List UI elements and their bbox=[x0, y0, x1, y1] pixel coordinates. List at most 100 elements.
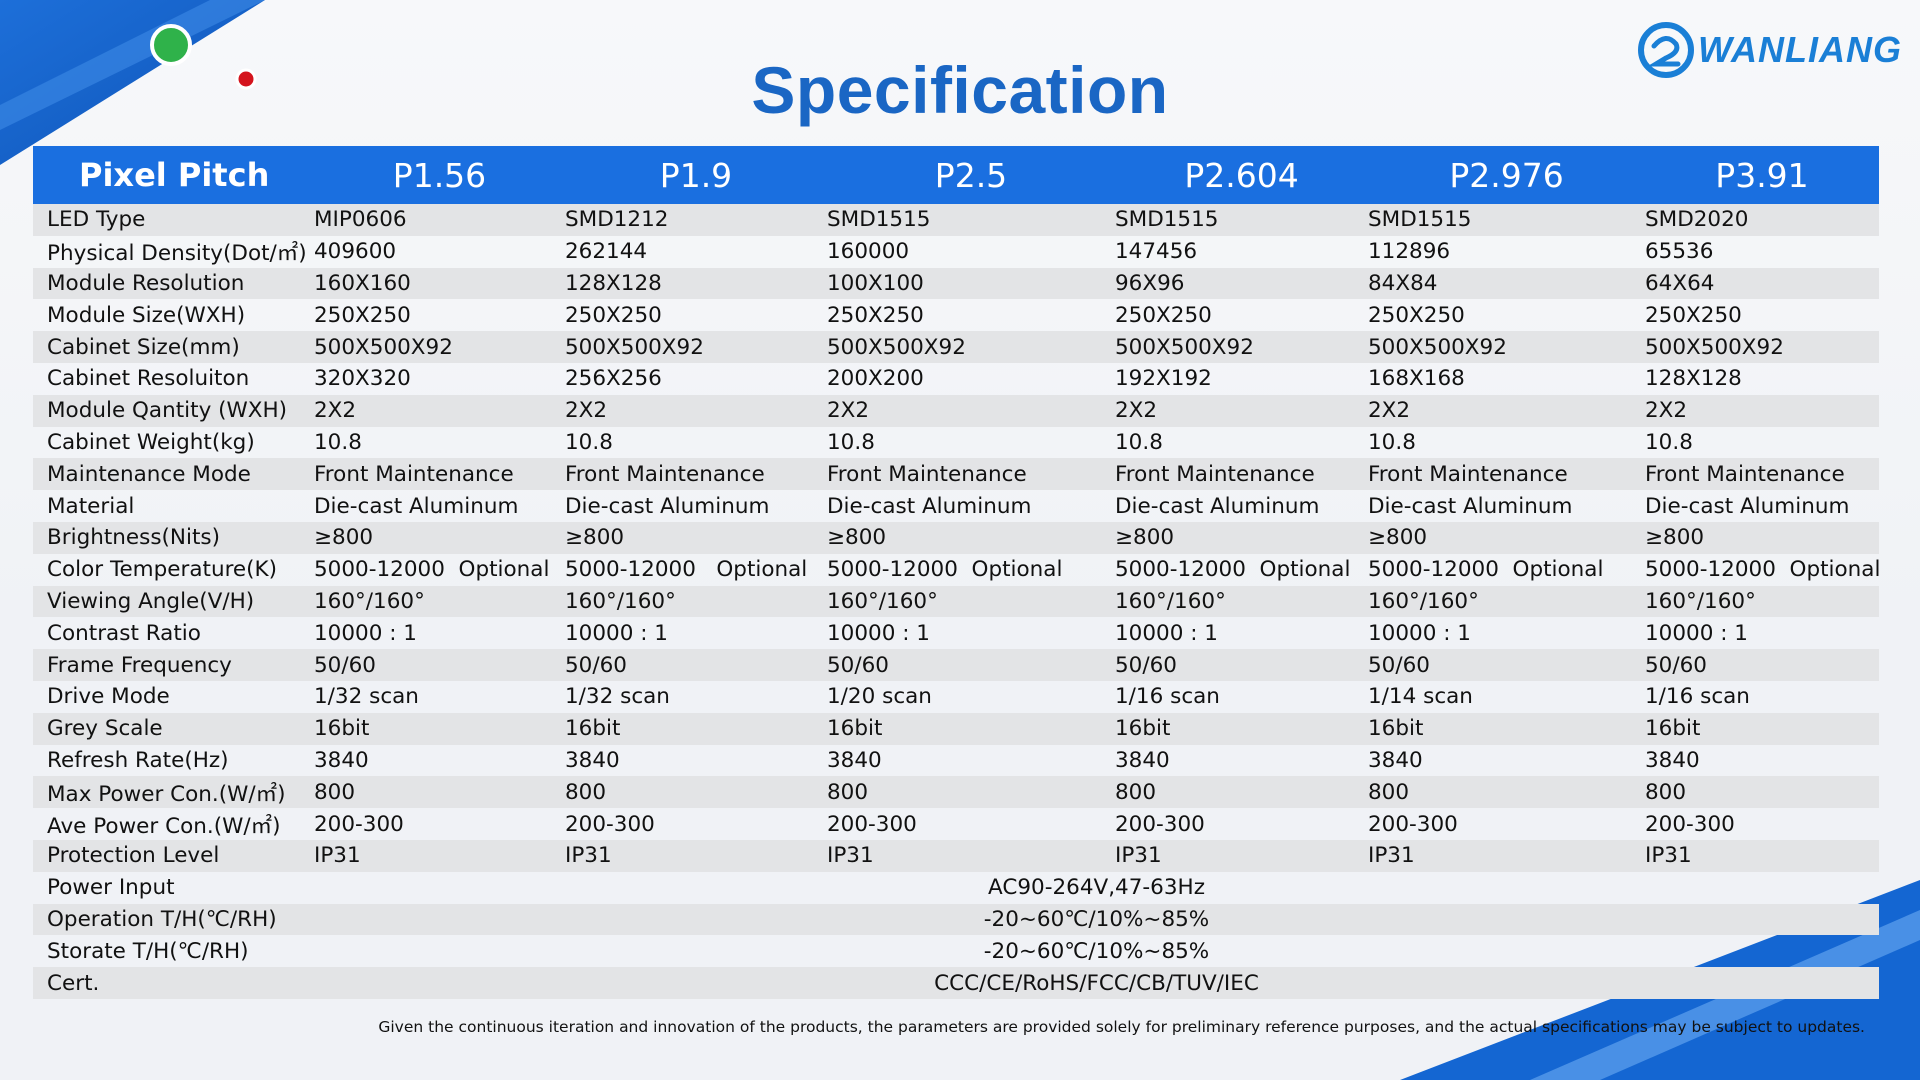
table-cell: IP31 bbox=[1368, 843, 1415, 869]
column-header: P1.56 bbox=[392, 155, 487, 195]
row-label: LED Type bbox=[47, 207, 146, 233]
row-label: Protection Level bbox=[47, 843, 220, 869]
row-label: Grey Scale bbox=[47, 716, 163, 742]
table-cell: 800 bbox=[1645, 779, 1687, 805]
table-row: Drive Mode 1/32 scan 1/32 scan 1/20 scan 1/1… bbox=[33, 681, 1879, 713]
table-cell: 1/14 scan bbox=[1368, 684, 1473, 710]
table-cell: 1/16 scan bbox=[1115, 684, 1220, 710]
table-row: Viewing Angle(V/H) 160°/160° 160°/160° 160°… bbox=[33, 585, 1879, 618]
table-cell: 409600 bbox=[314, 239, 397, 265]
row-label: Max Power Con.(W/㎡) bbox=[47, 781, 286, 807]
table-row: Cert. CCC/CE/RoHS/FCC/CB/TUV/IEC bbox=[33, 967, 1879, 999]
table-cell: 250X250 bbox=[1368, 302, 1465, 328]
table-cell: SMD1515 bbox=[1115, 207, 1219, 233]
table-row: Protection Level IP31 IP31 IP31 IP31 IP31 IP31 bbox=[33, 839, 1879, 872]
row-label: Cabinet Size(mm) bbox=[47, 334, 240, 360]
table-row: Operation T/H(℃/RH) -20~60℃/10%~85% bbox=[33, 903, 1879, 936]
table-cell: 200-300 bbox=[827, 811, 917, 837]
table-cell: 5000-12000 Optional bbox=[1645, 557, 1881, 583]
table-body: LED Type MIP0606 SMD1212 SMD1515 SMD1515 SMD1… bbox=[33, 204, 1881, 999]
table-cell: 1/32 scan bbox=[314, 684, 419, 710]
table-cell-span: AC90-264V,47-63Hz bbox=[988, 875, 1205, 901]
table-row: Frame Frequency 50/60 50/60 50/60 50/60 50/60… bbox=[33, 649, 1879, 681]
table-cell: 112896 bbox=[1368, 239, 1451, 265]
table-cell: 250X250 bbox=[565, 302, 662, 328]
table-cell: IP31 bbox=[827, 843, 874, 869]
table-cell: IP31 bbox=[565, 843, 612, 869]
table-row: Cabinet Resoluiton 320X320 256X256 200X200 1… bbox=[33, 363, 1879, 395]
table-cell: 200-300 bbox=[1115, 811, 1205, 837]
table-row: Ave Power Con.(W/㎡) 200-300 200-300 200-300… bbox=[33, 808, 1879, 840]
table-cell: 500X500X92 bbox=[827, 334, 966, 360]
table-row: LED Type MIP0606 SMD1212 SMD1515 SMD1515 SMD1… bbox=[33, 204, 1879, 236]
row-label: Frame Frequency bbox=[47, 652, 232, 678]
table-cell: 250X250 bbox=[1645, 302, 1742, 328]
page-title: Specification bbox=[751, 53, 1169, 127]
column-header: P1.9 bbox=[659, 155, 733, 195]
table-cell: ≥800 bbox=[1115, 525, 1175, 551]
table-cell: ≥800 bbox=[1645, 525, 1705, 551]
table-cell: 10.8 bbox=[1645, 429, 1693, 455]
table-cell: 147456 bbox=[1115, 239, 1198, 265]
table-cell: MIP0606 bbox=[314, 207, 407, 233]
row-label: Module Qantity (WXH) bbox=[47, 398, 288, 424]
column-header: P2.604 bbox=[1184, 155, 1299, 195]
table-cell: 500X500X92 bbox=[314, 334, 453, 360]
table-row: Power Input AC90-264V,47-63Hz bbox=[33, 872, 1879, 904]
table-cell: 1/16 scan bbox=[1645, 684, 1750, 710]
table-cell: 800 bbox=[827, 779, 869, 805]
table-cell: Front Maintenance bbox=[827, 461, 1027, 487]
table-header: Pixel Pitch P1.56 P1.9 P2.5 P2.604 P2.97… bbox=[33, 146, 1879, 204]
row-label: Power Input bbox=[47, 875, 175, 901]
table-cell: 500X500X92 bbox=[1368, 334, 1507, 360]
table-cell: 160X160 bbox=[314, 270, 411, 296]
table-cell: 10.8 bbox=[1115, 429, 1163, 455]
wanliang-logo-icon bbox=[1638, 22, 1694, 78]
table-row: Cabinet Weight(kg) 10.8 10.8 10.8 10.8 10.8 10… bbox=[33, 427, 1879, 459]
table-cell: 50/60 bbox=[314, 652, 376, 678]
table-row: Contrast Ratio 10000 : 1 10000 : 1 10000 : … bbox=[33, 617, 1879, 649]
row-label: Ave Power Con.(W/㎡) bbox=[47, 813, 281, 839]
table-cell: 3840 bbox=[1645, 747, 1700, 773]
table-row: Refresh Rate(Hz) 3840 3840 3840 3840 3840 3840 bbox=[33, 745, 1879, 777]
table-row: Material Die-cast Aluminum Die-cast Alumin… bbox=[33, 490, 1879, 522]
table-cell: 256X256 bbox=[565, 366, 662, 392]
table-cell: 2X2 bbox=[1645, 398, 1688, 424]
table-cell: 10.8 bbox=[827, 429, 875, 455]
table-cell: 200-300 bbox=[1368, 811, 1458, 837]
table-cell: 800 bbox=[1368, 779, 1410, 805]
table-cell: 200X200 bbox=[827, 366, 924, 392]
table-cell: Front Maintenance bbox=[1645, 461, 1845, 487]
brand-logo: WANLIANG bbox=[1636, 20, 1902, 80]
table-cell: 3840 bbox=[1115, 747, 1170, 773]
column-header: P3.91 bbox=[1715, 155, 1809, 195]
table-cell: 50/60 bbox=[1368, 652, 1430, 678]
table-cell: 16bit bbox=[1115, 716, 1171, 742]
table-cell: 250X250 bbox=[314, 302, 411, 328]
row-label: Module Size(WXH) bbox=[47, 302, 246, 328]
table-cell: SMD1212 bbox=[565, 207, 669, 233]
row-label: Color Temperature(K) bbox=[47, 557, 278, 583]
table-row: Storate T/H(℃/RH) -20~60℃/10%~85% bbox=[33, 935, 1879, 967]
table-cell-span: -20~60℃/10%~85% bbox=[983, 906, 1210, 932]
table-cell: 10000 : 1 bbox=[1645, 620, 1748, 646]
table-cell: ≥800 bbox=[1368, 525, 1428, 551]
table-cell: 65536 bbox=[1645, 239, 1714, 265]
table-row: Cabinet Size(mm) 500X500X92 500X500X92 500X… bbox=[33, 331, 1879, 363]
table-cell: 128X128 bbox=[1645, 366, 1742, 392]
table-cell: 16bit bbox=[827, 716, 883, 742]
table-row: Max Power Con.(W/㎡) 800 800 800 800 800 800 bbox=[33, 776, 1879, 809]
table-cell: 160000 bbox=[827, 239, 910, 265]
table-cell: 168X168 bbox=[1368, 366, 1465, 392]
table-cell: IP31 bbox=[1645, 843, 1692, 869]
table-cell: 5000-12000 Optional bbox=[565, 557, 808, 583]
table-cell: 500X500X92 bbox=[1115, 334, 1254, 360]
row-label: Module Resolution bbox=[47, 270, 245, 296]
table-cell: 160°/160° bbox=[1368, 588, 1479, 614]
footnote: Given the continuous iteration and innov… bbox=[378, 1018, 1865, 1036]
logo-text: WANLIANG bbox=[1698, 29, 1902, 70]
table-cell: 200-300 bbox=[565, 811, 655, 837]
table-cell: 10.8 bbox=[565, 429, 613, 455]
red-dot-icon bbox=[235, 68, 257, 90]
table-cell: Die-cast Aluminum bbox=[565, 493, 770, 519]
